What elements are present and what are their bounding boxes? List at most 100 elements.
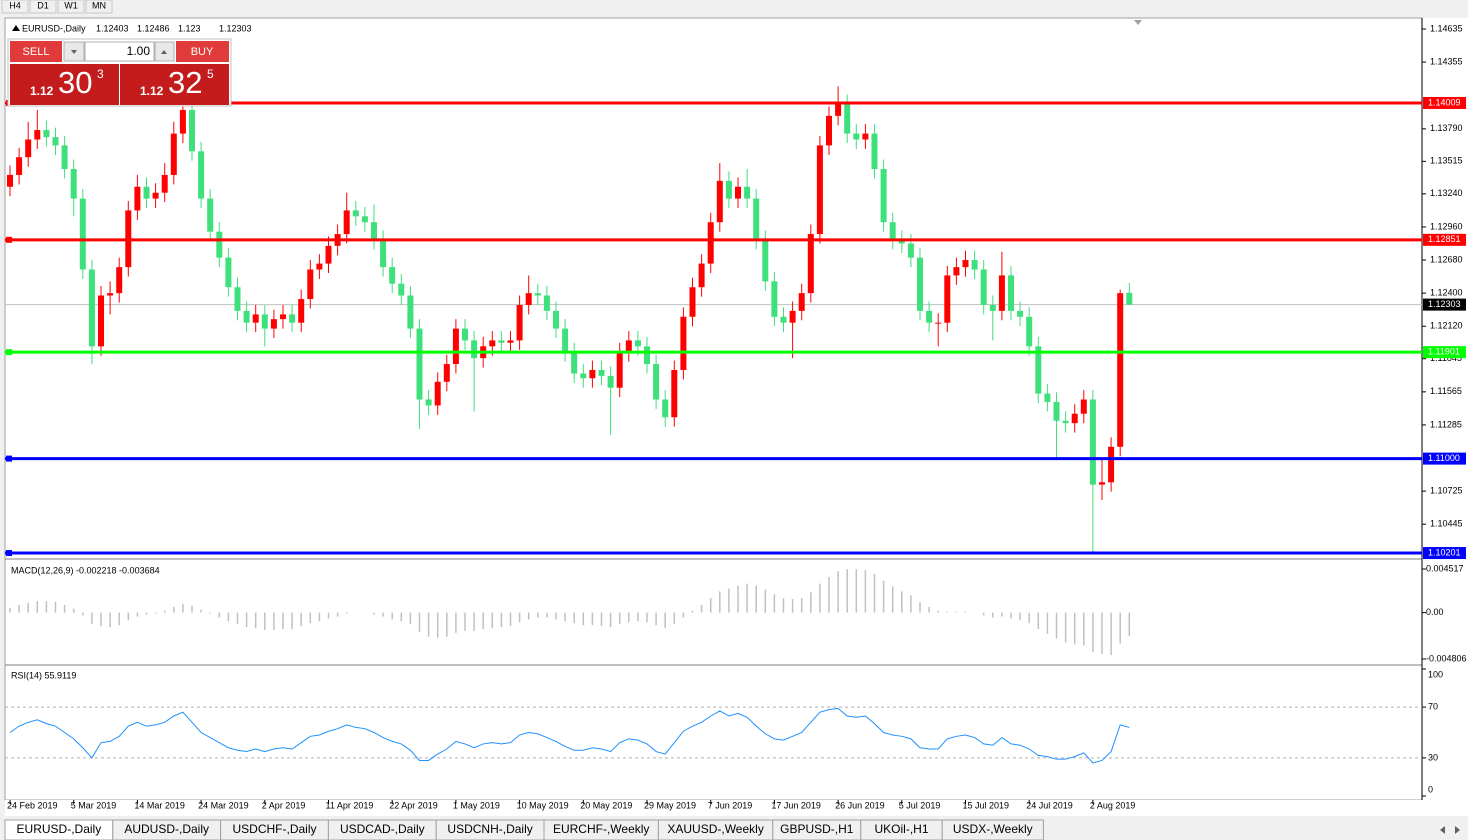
candle-body [735, 186, 741, 199]
sell-label[interactable]: SELL [23, 46, 50, 58]
level-handle[interactable] [6, 550, 12, 557]
y-tick-label: 1.12400 [1430, 288, 1463, 298]
timeframe-label[interactable]: H4 [9, 0, 21, 10]
candle-body [534, 293, 541, 296]
level-label: 1.11000 [1428, 453, 1460, 463]
chart-tab-label[interactable]: USDCHF-,Daily [233, 822, 317, 836]
timeframe-label[interactable]: D1 [37, 0, 49, 10]
candle-body [25, 139, 32, 158]
current-price-label: 1.12303 [1428, 299, 1461, 309]
candle-body [680, 316, 687, 370]
volume-input[interactable] [84, 41, 155, 62]
collapse-arrow[interactable] [12, 25, 20, 31]
time-axis [5, 800, 1468, 816]
candle-body [671, 369, 678, 418]
level-label: 1.11901 [1428, 346, 1460, 356]
level-handle[interactable] [6, 349, 12, 356]
sell-button[interactable] [10, 41, 62, 62]
buy-label[interactable]: BUY [191, 46, 214, 58]
candle-body [107, 293, 114, 296]
chart-tab[interactable] [941, 819, 1044, 840]
y-tick-label: 1.13515 [1430, 156, 1463, 166]
ohlc-open: 1.12403 [96, 23, 129, 33]
price-button[interactable] [10, 64, 119, 105]
timeframe-button[interactable] [57, 0, 85, 14]
candle-body [689, 287, 696, 317]
level-label: 1.12851 [1428, 234, 1461, 244]
candle-body [898, 239, 905, 244]
candle-body [1126, 292, 1133, 305]
price-main[interactable]: 30 [58, 65, 92, 100]
candle-body [1044, 393, 1051, 402]
price-main[interactable]: 32 [168, 65, 202, 100]
x-tick-label: 22 Apr 2019 [389, 800, 438, 810]
candle-body [826, 115, 832, 146]
tab-scroll-right[interactable] [1455, 826, 1460, 834]
level-label: 1.10201 [1428, 547, 1461, 557]
y-tick-label: 1.12120 [1430, 321, 1463, 331]
candle-body [70, 169, 77, 199]
price-pip[interactable]: 3 [97, 67, 104, 81]
y-tick-label: 1.12680 [1430, 254, 1463, 264]
candle-body [789, 310, 796, 323]
candle-body [917, 257, 923, 311]
arrow-down [71, 50, 77, 54]
level-handle[interactable] [6, 236, 12, 243]
x-tick-label: 1 May 2019 [453, 800, 500, 810]
x-tick-label: 14 Mar 2019 [134, 800, 185, 810]
candle-body [198, 151, 205, 199]
chart-tab-label[interactable]: AUDUSD-,Daily [124, 822, 209, 836]
y-tick-label: 1.11285 [1430, 419, 1462, 429]
candle-body [1117, 293, 1124, 447]
candle-body [407, 295, 414, 329]
candle-body [762, 239, 769, 282]
chart-tab-label[interactable]: USDCNH-,Daily [447, 822, 532, 836]
y-tick-label: 1.11565 [1430, 386, 1462, 396]
chart-tab-label[interactable]: USDCAD-,Daily [340, 822, 425, 836]
candle-body [343, 210, 350, 235]
x-tick-label: 5 Mar 2019 [71, 800, 117, 810]
candle-body [816, 145, 823, 235]
candle-body [1017, 310, 1024, 317]
timeframe-label[interactable]: W1 [64, 0, 78, 10]
candle-body [598, 369, 605, 376]
price-big[interactable]: 1.12 [140, 84, 164, 98]
x-tick-label: 17 Jun 2019 [771, 800, 821, 810]
level-handle[interactable] [6, 455, 12, 462]
candle-body [1099, 482, 1105, 485]
price-button[interactable] [120, 64, 229, 105]
chart-tab-label[interactable]: XAUUSD-,Weekly [667, 822, 763, 836]
candle-body [52, 137, 59, 146]
chart-tab-label[interactable]: USDX-,Weekly [953, 822, 1033, 836]
candle-body [143, 186, 150, 199]
price-pip[interactable]: 5 [207, 67, 214, 81]
chart-tab-label[interactable]: UKOil-,H1 [874, 822, 928, 836]
chart-tab-label[interactable]: GBPUSD-,H1 [780, 822, 854, 836]
candle-body [725, 180, 732, 199]
candle-body [989, 304, 996, 311]
candle-body [571, 352, 578, 374]
candle-body [907, 243, 914, 258]
volume-value[interactable]: 1.00 [127, 44, 151, 58]
candle-body [516, 304, 523, 341]
candle-body [116, 267, 123, 294]
price-big[interactable]: 1.12 [30, 84, 54, 98]
y-tick-label: 1.14355 [1430, 56, 1463, 66]
rsi-tick-label: 100 [1428, 669, 1443, 679]
chart-tab-label[interactable]: EURUSD-,Daily [17, 822, 102, 836]
candle-body [889, 222, 896, 240]
candle-body [261, 314, 268, 329]
timeframe-button[interactable] [1, 0, 29, 14]
tab-scroll-left[interactable] [1440, 826, 1445, 834]
arrow-up [161, 50, 167, 54]
timeframe-button[interactable] [29, 0, 57, 14]
timeframe-button[interactable] [85, 0, 113, 14]
x-tick-label: 11 Apr 2019 [326, 800, 374, 810]
chart-tab-label[interactable]: EURCHF-,Weekly [553, 822, 649, 836]
buy-button[interactable] [176, 41, 229, 62]
candle-body [1062, 420, 1069, 424]
y-tick-label: 1.13790 [1430, 123, 1463, 133]
candle-body [398, 283, 405, 296]
timeframe-label[interactable]: MN [92, 0, 106, 10]
